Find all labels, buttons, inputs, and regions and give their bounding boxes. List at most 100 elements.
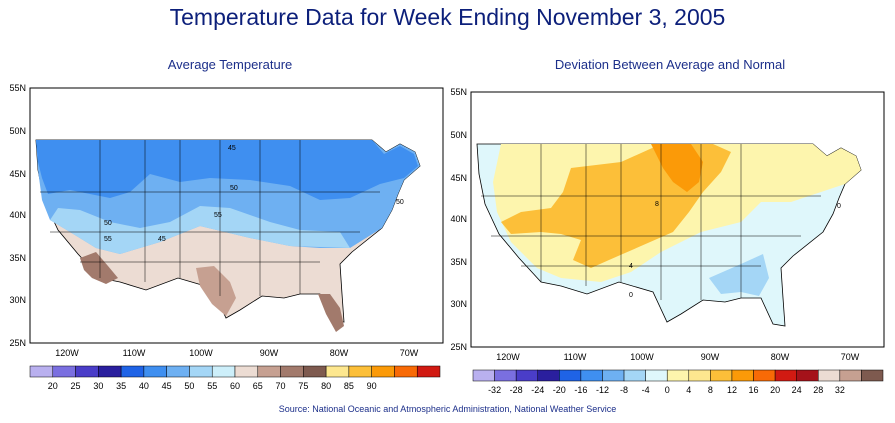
legend-swatch xyxy=(515,369,538,382)
lon-label: 70W xyxy=(400,348,419,358)
southeast-cool-region xyxy=(709,254,769,296)
legend-swatch xyxy=(602,369,625,382)
lon-label: 120W xyxy=(496,352,520,362)
legend-swatch xyxy=(280,365,304,378)
legend-tick-label: 30 xyxy=(93,381,103,391)
legend-tick-label: 20 xyxy=(48,381,58,391)
legend-tick-label: 20 xyxy=(770,385,780,395)
legend-tick-label: 80 xyxy=(321,381,331,391)
legend-swatch xyxy=(666,369,690,382)
coldest-region xyxy=(36,140,418,200)
legend-swatch xyxy=(143,365,167,378)
legend-tick-label: 85 xyxy=(344,381,354,391)
contour-label: 50 xyxy=(230,185,238,192)
state-lines xyxy=(40,140,380,296)
contour-label: 4 xyxy=(629,263,633,270)
lon-label: 70W xyxy=(841,352,860,362)
legend-swatch xyxy=(52,365,76,378)
legend-swatch xyxy=(416,365,441,378)
legend-swatch xyxy=(120,365,145,378)
legend-swatch xyxy=(325,365,350,378)
lat-label: 30N xyxy=(9,295,26,305)
legend-swatch xyxy=(623,369,646,382)
legend-tick-label: 0 xyxy=(665,385,670,395)
legend-swatch xyxy=(731,369,754,382)
legend-tick-label: -28 xyxy=(510,385,523,395)
lat-label: 55N xyxy=(9,83,26,93)
legend-swatch xyxy=(774,369,797,382)
deviation-map: 8 4 0 0 55N 50N 45N 40N 35N 30N 25N 120W… xyxy=(441,82,895,402)
legend-tick-label: -16 xyxy=(574,385,587,395)
legend-tick-label: 4 xyxy=(686,385,691,395)
state-lines xyxy=(481,144,821,300)
legend-average: 20 25 30 35 40 45 50 55 60 65 70 75 80 85 90 xyxy=(29,365,441,391)
lon-label: 100W xyxy=(630,352,654,362)
legend-swatch xyxy=(796,369,819,382)
legend-swatch xyxy=(861,369,884,382)
lat-label: 55N xyxy=(450,87,467,97)
legend-swatch xyxy=(753,369,776,382)
average-temperature-svg: 45 50 50 55 55 45 50 55N 50N 45N 40N 35N… xyxy=(9,83,444,391)
legend-tick-label: 28 xyxy=(813,385,823,395)
florida-region xyxy=(318,294,344,332)
contour-label: 0 xyxy=(837,203,841,210)
lon-label: 90W xyxy=(701,352,720,362)
legend-tick-label: 40 xyxy=(139,381,149,391)
lat-label: 45N xyxy=(9,169,26,179)
legend-swatch xyxy=(494,369,517,382)
legend-tick-label: 75 xyxy=(298,381,308,391)
lat-label: 25N xyxy=(450,342,467,352)
legend-tick-label: 55 xyxy=(207,381,217,391)
mid-region xyxy=(50,206,350,254)
lon-label: 90W xyxy=(260,348,279,358)
legend-tick-label: 25 xyxy=(71,381,81,391)
southern-texas-region xyxy=(196,266,236,316)
contour-label: 45 xyxy=(228,145,236,152)
contour-label: 55 xyxy=(214,212,222,219)
legend-swatch xyxy=(580,369,603,382)
lat-label: 40N xyxy=(450,214,467,224)
legend-tick-label: 60 xyxy=(230,381,240,391)
legend-swatch xyxy=(559,369,582,382)
legend-swatch xyxy=(29,365,54,378)
hot-core-region xyxy=(651,144,703,192)
panel-subtitle-deviation: Deviation Between Average and Normal xyxy=(554,57,786,72)
legend-tick-label: -24 xyxy=(531,385,544,395)
legend-swatch xyxy=(645,369,668,382)
legend-tick-label: 90 xyxy=(367,381,377,391)
lat-label: 40N xyxy=(9,210,26,220)
lat-label: 35N xyxy=(9,253,26,263)
legend-swatch xyxy=(303,365,327,378)
legend-swatch xyxy=(839,369,862,382)
legend-tick-label: 8 xyxy=(708,385,713,395)
legend-swatch xyxy=(537,369,560,382)
lat-label: 50N xyxy=(9,126,26,136)
legend-tick-label: 35 xyxy=(116,381,126,391)
legend-tick-label: 70 xyxy=(276,381,286,391)
contour-label: 55 xyxy=(104,236,112,243)
lat-label: 45N xyxy=(450,173,467,183)
lon-label: 110W xyxy=(123,348,146,358)
contour-label: 45 xyxy=(158,236,166,243)
legend-swatch xyxy=(472,369,495,382)
legend-swatch xyxy=(348,365,372,378)
legend-swatch xyxy=(710,369,733,382)
source-note: Source: National Oceanic and Atmospheric… xyxy=(278,404,617,414)
legend-tick-label: -12 xyxy=(596,385,609,395)
contour-label: 50 xyxy=(396,199,404,206)
lon-label: 110W xyxy=(564,352,587,362)
legend-tick-label: 12 xyxy=(727,385,737,395)
contour-label: 50 xyxy=(104,220,112,227)
lon-label: 80W xyxy=(330,348,349,358)
panel-subtitle-average: Average Temperature xyxy=(167,57,293,72)
legend-swatch xyxy=(371,365,395,378)
legend-tick-label: 45 xyxy=(162,381,172,391)
legend-swatch xyxy=(189,365,213,378)
legend-tick-label: 65 xyxy=(253,381,263,391)
legend-deviation: -32 -28 -24 -20 -16 -12 -8 -4 0 4 8 12 16 20 24 28 32 xyxy=(472,369,884,395)
lat-label: 50N xyxy=(450,130,467,140)
legend-tick-label: 24 xyxy=(792,385,802,395)
lon-label: 100W xyxy=(189,348,213,358)
southwest-warm-region xyxy=(80,252,118,284)
legend-swatch xyxy=(688,369,711,382)
